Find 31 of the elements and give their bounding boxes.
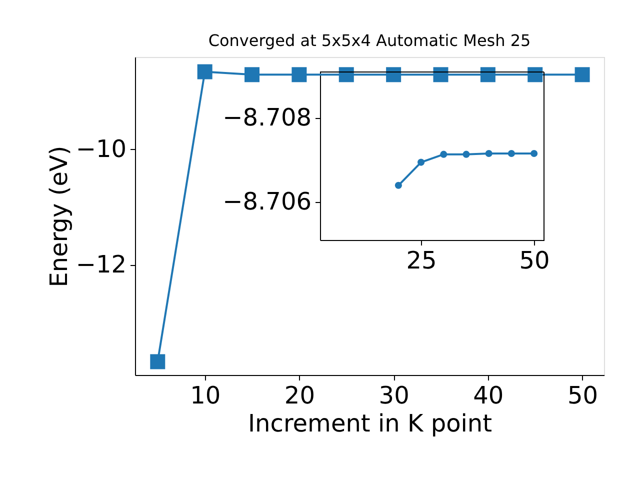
point	[338, 67, 354, 82]
y-tick-label: −10	[76, 134, 126, 163]
point	[440, 150, 448, 158]
point	[394, 182, 402, 189]
point	[462, 150, 470, 158]
point	[418, 158, 425, 166]
y-tick-label: −8.708	[222, 104, 312, 132]
point	[508, 150, 515, 158]
y-axis-title: Energy (eV)	[44, 146, 73, 288]
x-tick-label: 50	[519, 246, 550, 274]
x-tick-label: 40	[473, 382, 504, 410]
x-axis-title: Increment in K point	[248, 410, 492, 438]
point	[480, 67, 496, 82]
x-tick-label: 20	[284, 382, 315, 410]
x-tick-label: 10	[190, 382, 221, 410]
y-tick-label: −8.706	[222, 188, 312, 216]
chart-title: Converged at 5x5x4 Automatic Mesh 25	[208, 31, 531, 50]
point	[485, 150, 492, 158]
x-tick-label: 30	[378, 382, 410, 410]
point	[530, 150, 538, 158]
point	[528, 67, 543, 82]
point	[433, 67, 448, 82]
point	[574, 67, 590, 82]
point	[386, 67, 402, 82]
x-tick-label: 25	[406, 246, 437, 274]
y-tick-label: −12	[76, 250, 126, 279]
point	[292, 67, 307, 82]
x-tick-label: 50	[568, 382, 598, 410]
point	[197, 64, 212, 80]
point	[244, 67, 260, 82]
point	[150, 354, 166, 370]
